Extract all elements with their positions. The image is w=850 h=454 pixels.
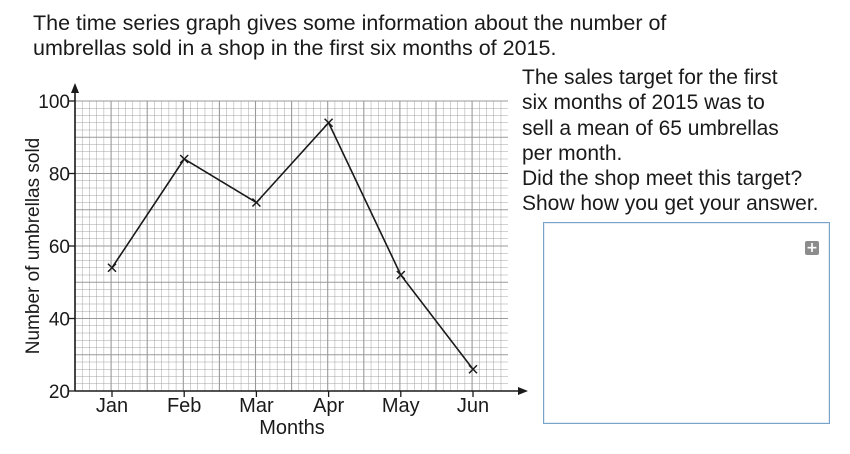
intro-line-2: umbrellas sold in a shop in the first si… [33,36,557,60]
data-point-marker [324,118,334,128]
question-line: per month. [522,141,623,165]
x-tick-label: May [382,395,420,417]
data-point-marker [107,263,117,273]
x-tick-labels: Jan Feb Mar Apr May Jun [96,391,489,417]
data-point-marker [468,364,478,374]
x-tick-label: Jun [457,395,489,417]
question-text: The sales target for the first six month… [522,65,847,217]
y-tick-label: 40 [49,310,70,331]
x-axis-arrow [518,387,528,395]
y-axis-arrow [71,83,79,93]
question-line: sell a mean of 65 umbrellas [522,116,779,140]
data-point-marker [396,270,406,280]
data-point-marker [251,197,261,208]
y-tick-label: 100 [38,92,70,113]
plus-icon[interactable]: + [805,240,819,256]
series-line [111,121,474,370]
y-axis-label: Number of umbrellas sold [23,138,44,354]
line-chart: 20 40 60 80 100 Jan Feb Mar Apr May Jun Number of… [23,83,528,439]
y-tick-label: 60 [49,237,70,258]
question-line: six months of 2015 was to [522,91,765,115]
y-tick-label: 80 [49,165,70,186]
y-tick-labels: 20 40 60 80 100 [38,92,75,403]
x-tick-label: Jan [96,395,128,417]
x-tick-label: Apr [313,395,344,417]
x-tick-label: Feb [167,395,201,417]
chart-axes [71,83,528,395]
y-tick-label: 20 [49,382,70,403]
question-line: Did the shop meet this target? [522,167,803,191]
data-point-marker [179,154,189,164]
intro-text: The time series graph gives some informa… [33,11,753,61]
chart-grid [74,100,508,392]
answer-input-box[interactable]: + [543,222,830,424]
x-axis-label: Months [259,417,325,439]
chart-series [107,118,478,374]
question-line: The sales target for the first [522,66,778,89]
question-line: Show how you get your answer. [522,192,819,216]
intro-line-1: The time series graph gives some informa… [33,11,667,35]
x-tick-label: Mar [239,395,274,417]
